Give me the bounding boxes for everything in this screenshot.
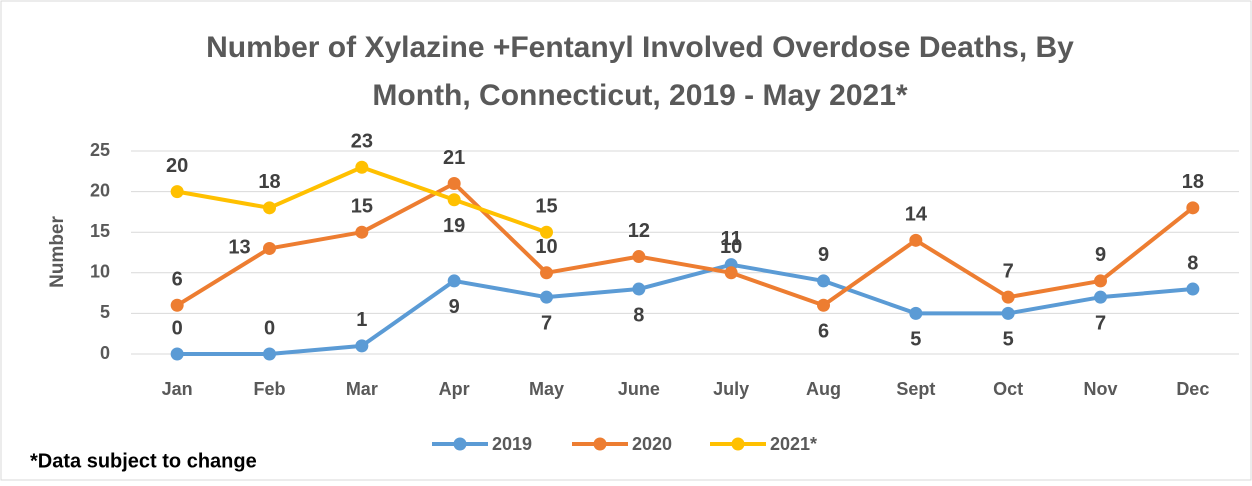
data-label: 5 xyxy=(910,329,921,351)
data-label: 8 xyxy=(633,304,644,326)
point xyxy=(447,274,461,288)
point xyxy=(263,201,276,215)
data-label: 7 xyxy=(1003,260,1014,282)
data-label: 23 xyxy=(351,131,373,153)
data-label: 10 xyxy=(535,236,557,258)
legend-label: 2020 xyxy=(632,434,672,454)
x-tick-label: Jan xyxy=(162,379,193,399)
series-line xyxy=(176,181,1195,308)
data-label: 8 xyxy=(1187,252,1198,274)
point xyxy=(909,233,923,247)
data-label: 7 xyxy=(541,312,552,334)
legend-marker xyxy=(453,437,467,451)
point xyxy=(170,185,184,199)
x-tick-label: Sept xyxy=(896,379,935,399)
point xyxy=(909,306,923,320)
data-label: 6 xyxy=(818,321,829,343)
series-line xyxy=(177,262,1194,356)
y-tick-label: 5 xyxy=(100,302,110,322)
data-label: 15 xyxy=(535,195,557,217)
data-label: 18 xyxy=(1182,171,1204,193)
y-tick-label: 15 xyxy=(90,221,110,241)
data-label: 1 xyxy=(356,309,367,331)
point xyxy=(170,298,184,312)
point xyxy=(1094,274,1107,288)
y-axis-label: Number xyxy=(47,216,68,288)
point xyxy=(632,282,646,296)
point xyxy=(817,274,830,288)
x-tick-label: Dec xyxy=(1176,379,1209,399)
point xyxy=(724,266,738,280)
chart-title: Number of Xylazine +Fentanyl Involved Ov… xyxy=(206,31,1074,64)
data-label: 20 xyxy=(166,155,188,177)
y-tick-label: 25 xyxy=(90,140,110,160)
x-tick-label: May xyxy=(529,379,564,399)
y-tick-label: 10 xyxy=(90,262,110,282)
data-label: 7 xyxy=(1095,312,1106,334)
x-tick-label: Aug xyxy=(806,379,841,399)
data-label: 11 xyxy=(721,228,742,250)
point xyxy=(1001,290,1015,304)
y-tick-label: 20 xyxy=(90,180,110,200)
x-tick-label: July xyxy=(713,379,749,399)
point xyxy=(540,290,553,304)
data-label: 19 xyxy=(443,215,465,237)
x-tick-label: Mar xyxy=(346,379,378,399)
point xyxy=(447,193,461,207)
legend-marker xyxy=(731,437,745,451)
data-label: 0 xyxy=(172,317,183,339)
point xyxy=(263,241,276,255)
point xyxy=(540,225,553,239)
data-label: 13 xyxy=(228,237,250,259)
y-tick-label: 0 xyxy=(100,343,110,363)
point xyxy=(1186,282,1200,296)
data-label: 9 xyxy=(449,296,460,318)
x-tick-label: June xyxy=(618,379,660,399)
x-tick-label: Nov xyxy=(1083,379,1117,399)
data-label: 9 xyxy=(1095,244,1106,266)
data-label: 10 xyxy=(720,236,742,258)
point xyxy=(1094,290,1107,304)
point xyxy=(632,250,646,264)
legend-label: 2021* xyxy=(770,434,817,454)
data-label: 21 xyxy=(443,147,465,169)
x-tick-label: Apr xyxy=(439,379,470,399)
data-label: 12 xyxy=(628,220,650,242)
footnote: *Data subject to change xyxy=(30,450,257,472)
data-label: 0 xyxy=(264,317,275,339)
point xyxy=(263,347,276,361)
x-tick-label: Feb xyxy=(253,379,285,399)
x-tick-label: Oct xyxy=(993,379,1023,399)
point xyxy=(1001,306,1015,320)
data-label: 6 xyxy=(172,269,183,291)
point xyxy=(540,266,553,280)
legend-label: 2019 xyxy=(492,434,532,454)
point xyxy=(355,160,369,174)
point xyxy=(1186,201,1200,215)
chart-title: Month, Connecticut, 2019 - May 2021* xyxy=(372,79,907,112)
data-label: 14 xyxy=(905,204,928,226)
data-label: 18 xyxy=(258,171,280,193)
legend-marker xyxy=(593,437,607,451)
data-label: 9 xyxy=(818,244,829,266)
point xyxy=(447,176,461,190)
data-label: 15 xyxy=(351,195,373,217)
data-label: 5 xyxy=(1003,329,1014,351)
point xyxy=(355,339,369,353)
point xyxy=(355,225,369,239)
point xyxy=(170,347,184,361)
point xyxy=(817,298,830,312)
